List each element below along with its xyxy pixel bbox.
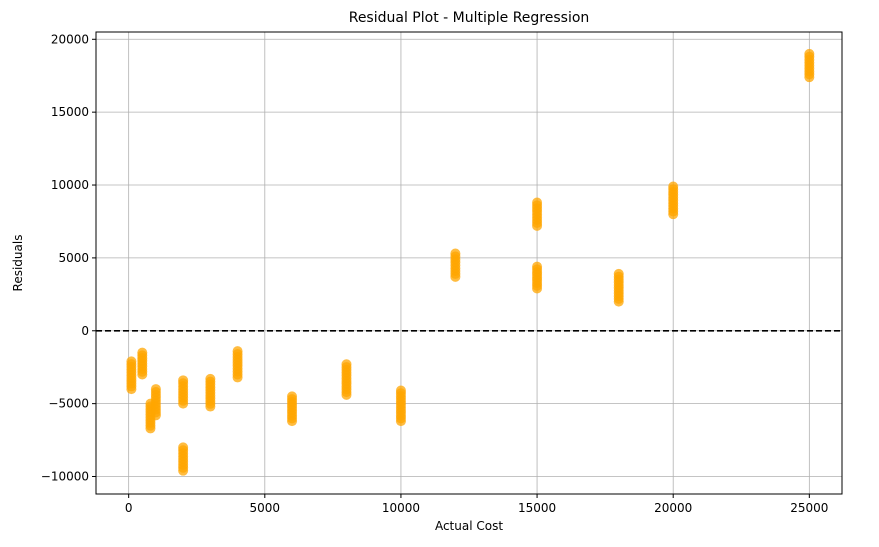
- y-tick-label: 0: [81, 324, 89, 338]
- data-point: [395, 416, 406, 427]
- x-tick-label: 25000: [790, 501, 828, 515]
- y-axis-label: Residuals: [11, 235, 25, 292]
- data-point: [145, 423, 156, 434]
- data-points: [126, 48, 815, 476]
- x-tick-label: 5000: [250, 501, 281, 515]
- y-tick-label: 5000: [58, 251, 89, 265]
- data-point: [532, 283, 543, 294]
- data-point: [150, 410, 161, 421]
- data-point: [804, 72, 815, 83]
- data-point: [287, 416, 298, 427]
- x-tick-label: 0: [125, 501, 133, 515]
- axis-ticks: 0 5000 10000 15000 20000 25000 −10000 −5000 0 500…: [41, 32, 829, 515]
- data-point: [450, 271, 461, 282]
- data-point: [232, 372, 243, 383]
- plot-frame: [95, 31, 843, 495]
- x-tick-label: 15000: [518, 501, 556, 515]
- y-tick-label: 20000: [51, 32, 89, 46]
- y-tick-label: −5000: [48, 397, 89, 411]
- data-point: [178, 465, 189, 476]
- x-tick-label: 20000: [654, 501, 692, 515]
- data-point: [126, 384, 137, 395]
- chart-title: Residual Plot - Multiple Regression: [349, 10, 590, 26]
- data-point: [341, 389, 352, 400]
- data-point: [178, 398, 189, 409]
- y-tick-label: 15000: [51, 105, 89, 119]
- data-point: [532, 220, 543, 231]
- data-point: [137, 369, 148, 380]
- data-point: [205, 401, 216, 412]
- x-axis-label: Actual Cost: [435, 519, 503, 533]
- y-tick-label: 10000: [51, 178, 89, 192]
- y-tick-label: −10000: [41, 470, 89, 484]
- data-point: [668, 209, 679, 220]
- x-tick-label: 10000: [382, 501, 420, 515]
- data-point: [613, 296, 624, 307]
